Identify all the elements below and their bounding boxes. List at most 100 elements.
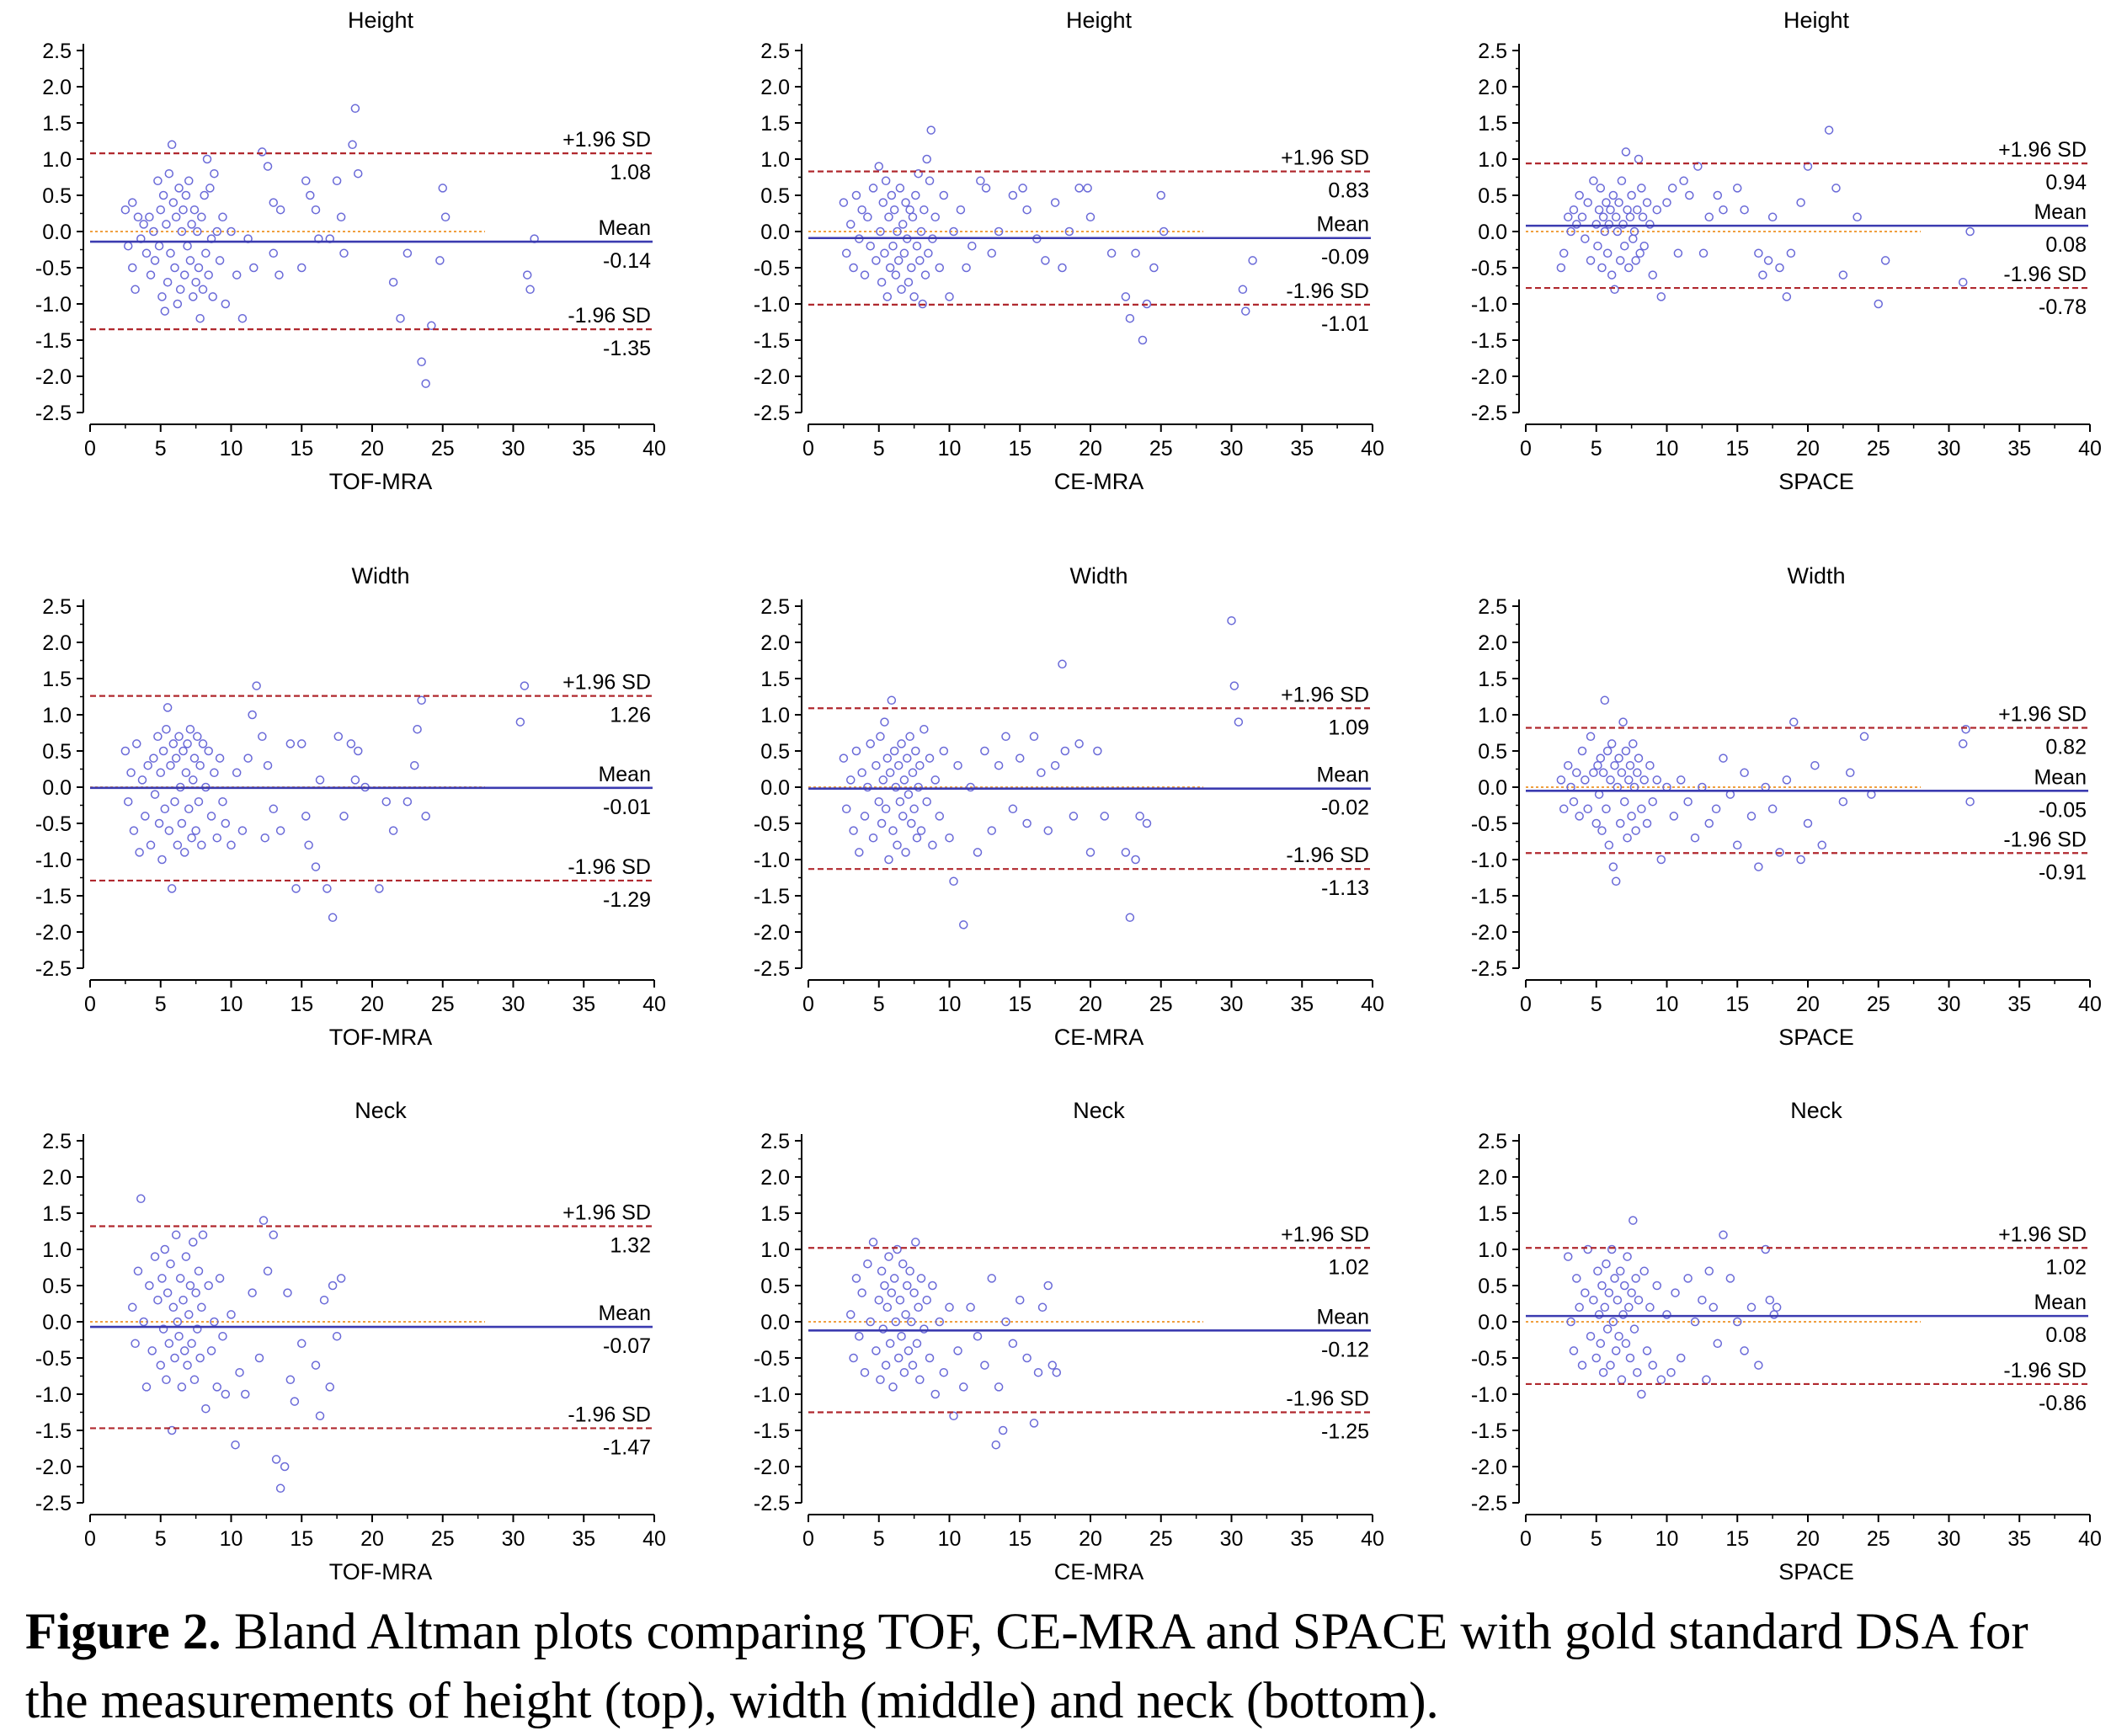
y-tick-label: -1.0 — [754, 849, 790, 872]
data-point — [925, 1353, 935, 1363]
data-point — [154, 241, 164, 251]
data-point — [139, 1317, 148, 1327]
upper-limit-value: 1.09 — [1328, 716, 1369, 739]
data-point — [354, 168, 363, 178]
data-point — [197, 840, 206, 850]
data-point — [945, 833, 954, 843]
data-point — [935, 263, 945, 273]
data-point — [1008, 804, 1018, 814]
x-tick-label: 15 — [1725, 437, 1749, 461]
panel-title: Width — [351, 563, 409, 588]
data-point — [275, 1483, 285, 1494]
data-point — [346, 739, 356, 748]
data-point — [987, 826, 996, 835]
data-point — [1138, 335, 1148, 345]
data-point — [1229, 681, 1239, 690]
data-point — [1667, 184, 1677, 193]
data-point — [1125, 313, 1135, 323]
panel-neck-tof-mra: Neck 2.5 2.0 1.5 1.0 0.5 0.0 -0.5 -1.0 -1.5 -2.0 -2… — [35, 1098, 666, 1583]
data-point — [184, 1310, 194, 1319]
data-point — [897, 285, 906, 295]
data-point — [839, 754, 849, 763]
lower-limit-label: -1.96 SD — [568, 304, 651, 327]
data-point — [874, 796, 883, 807]
data-point — [866, 1317, 875, 1327]
data-point — [189, 754, 200, 763]
y-tick-label: 2.0 — [1478, 631, 1507, 655]
y-tick-label: -1.5 — [754, 1419, 790, 1443]
data-point — [306, 190, 315, 200]
data-point — [427, 321, 436, 331]
mean-value: -0.07 — [603, 1334, 651, 1358]
data-point — [181, 1252, 191, 1261]
data-point — [935, 812, 945, 821]
data-point — [916, 826, 926, 835]
data-point — [907, 1317, 916, 1327]
lower-limit-label: -1.96 SD — [2003, 1359, 2087, 1382]
y-tick-label: 0.5 — [760, 184, 790, 208]
data-point — [168, 739, 179, 748]
data-point — [889, 746, 899, 756]
data-point — [939, 746, 949, 756]
x-tick-label: 15 — [1008, 993, 1032, 1016]
y-tick-label: -1.5 — [754, 329, 790, 353]
data-point — [221, 299, 231, 309]
data-point — [1683, 1274, 1693, 1283]
data-point — [146, 840, 156, 850]
lower-limit-label: -1.96 SD — [568, 1403, 651, 1426]
data-point — [897, 1331, 906, 1341]
panel-title: Neck — [354, 1098, 407, 1123]
x-tick-label: 35 — [2007, 1527, 2031, 1551]
y-tick-label: 0.0 — [760, 1311, 790, 1334]
data-point — [1048, 1361, 1058, 1370]
data-point — [164, 826, 174, 835]
y-tick-label: 1.0 — [760, 148, 790, 172]
data-point — [868, 1238, 878, 1247]
data-point — [1238, 285, 1248, 295]
y-tick-label: 2.0 — [42, 631, 72, 655]
data-point — [899, 248, 909, 258]
data-point — [183, 241, 192, 251]
x-axis-label: TOF-MRA — [329, 1559, 433, 1583]
data-point — [1559, 804, 1569, 814]
data-point — [1761, 1244, 1770, 1254]
data-point — [1121, 292, 1131, 301]
data-point — [1586, 732, 1596, 742]
data-point — [872, 256, 881, 265]
data-point — [897, 739, 906, 748]
data-point — [1648, 270, 1657, 280]
data-point — [354, 746, 363, 756]
data-point — [987, 248, 996, 258]
data-point — [254, 1353, 264, 1363]
data-point — [1652, 1281, 1662, 1291]
caption-label: Figure 2. — [25, 1604, 221, 1660]
data-point — [160, 1244, 170, 1254]
data-point — [1859, 732, 1869, 742]
data-point — [953, 760, 962, 770]
data-point — [1602, 248, 1613, 258]
data-point — [1593, 1266, 1602, 1276]
data-point — [388, 826, 398, 835]
x-tick-label: 0 — [84, 437, 96, 461]
x-tick-label: 0 — [802, 993, 814, 1016]
data-point — [1607, 1244, 1617, 1254]
x-tick-label: 40 — [2078, 1527, 2102, 1551]
data-point — [189, 775, 198, 785]
x-tick-label: 35 — [2007, 993, 2031, 1016]
y-tick-label: -2.5 — [1471, 402, 1507, 425]
data-point — [1831, 184, 1841, 193]
data-point — [878, 198, 888, 207]
data-point — [1581, 775, 1590, 785]
x-tick-label: 40 — [1361, 437, 1384, 461]
data-point — [1569, 1346, 1579, 1355]
data-point — [1589, 768, 1598, 778]
data-point — [905, 1266, 914, 1276]
data-point — [1589, 1295, 1598, 1305]
data-point — [1733, 840, 1742, 850]
x-tick-label: 30 — [1938, 993, 1961, 1016]
data-point — [170, 1353, 179, 1363]
x-tick-label: 20 — [1796, 437, 1820, 461]
data-point — [131, 1339, 140, 1349]
data-point — [1156, 190, 1165, 200]
mean-label: Mean — [598, 216, 651, 240]
